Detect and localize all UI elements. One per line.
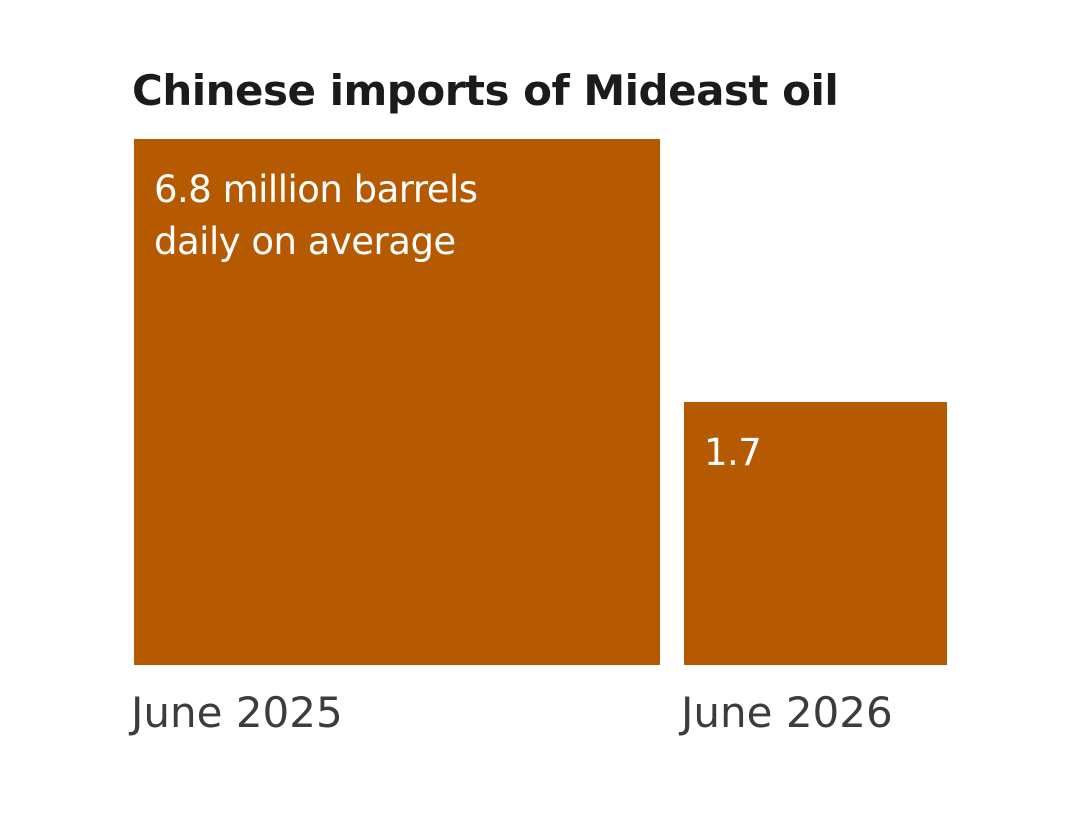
value-label: daily on average [154, 220, 456, 263]
chart-title: Chinese imports of Mideast oil [132, 66, 839, 115]
bar-square [684, 402, 947, 665]
bar-group-1: 6.8 million barrels daily on average June … [128, 139, 660, 737]
value-label: 6.8 million barrels [154, 168, 478, 211]
category-label: June 2026 [678, 688, 893, 737]
value-label: 1.7 [704, 431, 761, 474]
category-label: June 2025 [128, 688, 343, 737]
bar-group-2: 1.7 June 2026 [678, 402, 947, 737]
bar-square [134, 139, 660, 665]
